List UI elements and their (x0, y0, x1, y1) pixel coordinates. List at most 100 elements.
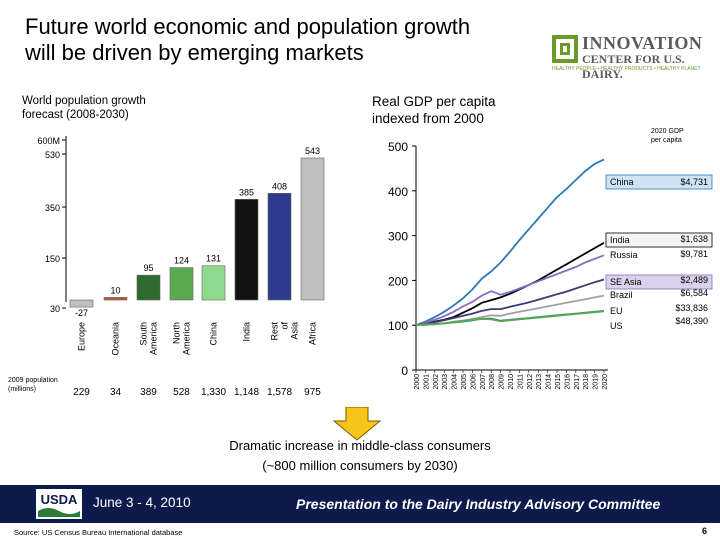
gdp-series-label: Russia (610, 250, 638, 260)
gdp-series-label: EU (610, 306, 623, 316)
population-bar (169, 267, 194, 301)
gdp-x-tick-label: 2015 (555, 374, 562, 390)
page-number: 6 (702, 526, 708, 536)
population-bar-label: -27 (75, 308, 88, 318)
population-2009-value: 528 (173, 387, 190, 398)
population-y-tick-label: 530 (45, 150, 60, 160)
gdp-series-2020-value: $9,781 (680, 249, 708, 259)
gdp-x-tick-label: 2007 (480, 374, 487, 390)
slide-title: Future world economic and population gro… (25, 14, 555, 66)
gdp-y-tick-label: 100 (388, 319, 408, 333)
gdp-series-2020-value: $48,390 (675, 316, 708, 326)
gdp-y-tick-label: 200 (388, 274, 408, 288)
population-bar (136, 274, 161, 301)
gdp-note-line2: per capita (651, 137, 682, 144)
footer-bar (0, 485, 720, 523)
population-category-label: Oceania (111, 322, 121, 356)
population-chart-title-line2: forecast (2008-2030) (22, 109, 129, 121)
population-2009-value: 229 (73, 387, 90, 398)
gdp-x-tick-label: 2012 (527, 374, 534, 390)
gdp-x-tick-label: 2018 (583, 374, 590, 390)
gdp-2020-note: 2020 GDP per capita (651, 127, 701, 145)
population-category-label: Africa (308, 322, 318, 345)
gdp-series-label: China (610, 177, 634, 187)
gdp-y-tick-label: 400 (388, 185, 408, 199)
population-bar (103, 297, 128, 301)
population-bar-label: 408 (272, 181, 287, 191)
gdp-series-label: US (610, 321, 623, 331)
gdp-x-tick-label: 2006 (470, 374, 477, 390)
population-bar-label: 385 (239, 187, 254, 197)
population-bar-label: 95 (143, 263, 153, 273)
population-chart-title-line1: World population growth (22, 95, 146, 107)
gdp-series-line (415, 158, 605, 327)
gdp-x-tick-label: 2010 (508, 374, 515, 390)
gdp-chart-title: Real GDP per capita indexed from 2000 (372, 93, 542, 127)
population-y-tick-label: 350 (45, 203, 60, 213)
source-note: Source: US Census Bureau International d… (14, 528, 183, 537)
gdp-series-highlight (605, 232, 713, 248)
population-bar-label: 543 (305, 146, 320, 156)
gdp-series-2020-value: $33,836 (675, 303, 708, 313)
gdp-x-tick-label: 2002 (433, 374, 440, 390)
population-y-tick-label: 30 (50, 304, 60, 314)
footer-date: June 3 - 4, 2010 (93, 495, 191, 510)
logo-word-innovation: INNOVATION (582, 33, 703, 53)
slide-title-line1: Future world economic and population gro… (25, 14, 471, 39)
population-2009-value: 975 (304, 387, 321, 398)
population-legend: 2009 population (millions) (8, 376, 68, 394)
gdp-note-line1: 2020 GDP (651, 128, 684, 135)
population-bar-label: 10 (110, 285, 120, 295)
population-bar-label: 131 (206, 254, 221, 264)
population-bar (267, 193, 292, 301)
gdp-series-2020-value: $4,731 (680, 177, 708, 187)
gdp-y-tick-label: 300 (388, 230, 408, 244)
usda-logo-icon: USDA (36, 489, 82, 519)
gdp-x-tick-label: 2019 (593, 374, 600, 390)
population-category-label: NorthAmerica (172, 322, 192, 355)
gdp-x-tick-label: 2009 (499, 374, 506, 390)
gdp-x-tick-label: 2016 (564, 374, 571, 390)
population-bar (234, 199, 259, 301)
population-category-label: China (209, 322, 219, 346)
population-bar (300, 157, 325, 301)
slide-title-line2: will be driven by emerging markets (25, 40, 364, 65)
logo-tagline: HEALTHY PEOPLE • HEALTHY PRODUCTS • HEAL… (552, 66, 701, 72)
population-2009-value: 1,148 (234, 387, 259, 398)
population-bar (69, 299, 94, 308)
population-2009-value: 389 (140, 387, 157, 398)
population-bar-chart: 600M 530 350 150 30 -27 Europe 229 10 Oceania 34 95… (37, 136, 325, 398)
gdp-x-tick-label: 2003 (442, 374, 449, 390)
gdp-series-line (415, 278, 605, 327)
innovation-center-logo: INNOVATION CENTER FOR U.S. DAIRY. HEALTH… (552, 33, 703, 81)
gdp-y-tick-label: 500 (388, 140, 408, 154)
gdp-chart-title-line2: indexed from 2000 (372, 111, 484, 126)
footer-presentation: Presentation to the Dairy Industry Advis… (296, 496, 661, 512)
gdp-chart-title-line1: Real GDP per capita (372, 94, 496, 109)
gdp-series-highlight (605, 174, 713, 190)
population-2009-value: 1,578 (267, 387, 292, 398)
population-y-tick-label: 600M (37, 136, 60, 146)
gdp-series-highlight (605, 274, 713, 290)
gdp-series-2020-value: $2,489 (680, 275, 708, 285)
down-arrow-icon (332, 407, 382, 441)
gdp-series-line (415, 310, 605, 327)
summary-line2: (~800 million consumers by 2030) (262, 458, 458, 473)
gdp-series-2020-value: $1,638 (680, 234, 708, 244)
population-category-label: India (242, 322, 252, 342)
population-bar (201, 265, 226, 301)
population-2009-value: 34 (110, 387, 122, 398)
logo-word-center: CENTER FOR U.S. DAIRY. (582, 52, 685, 81)
gdp-series-label: Brazil (610, 290, 633, 300)
population-chart-title: World population growth forecast (2008-2… (22, 94, 192, 122)
population-y-tick-label: 150 (45, 254, 60, 264)
population-legend-line1: 2009 population (8, 377, 58, 384)
gdp-x-tick-label: 2013 (536, 374, 543, 390)
gdp-x-tick-label: 2004 (452, 374, 459, 390)
population-category-label: SouthAmerica (139, 322, 159, 355)
population-2009-value: 1,330 (201, 387, 226, 398)
gdp-x-tick-label: 2011 (517, 374, 524, 389)
usda-logo-text: USDA (41, 492, 78, 507)
population-category-label: RestofAsia (270, 322, 300, 341)
gdp-x-tick-label: 2020 (602, 374, 609, 390)
